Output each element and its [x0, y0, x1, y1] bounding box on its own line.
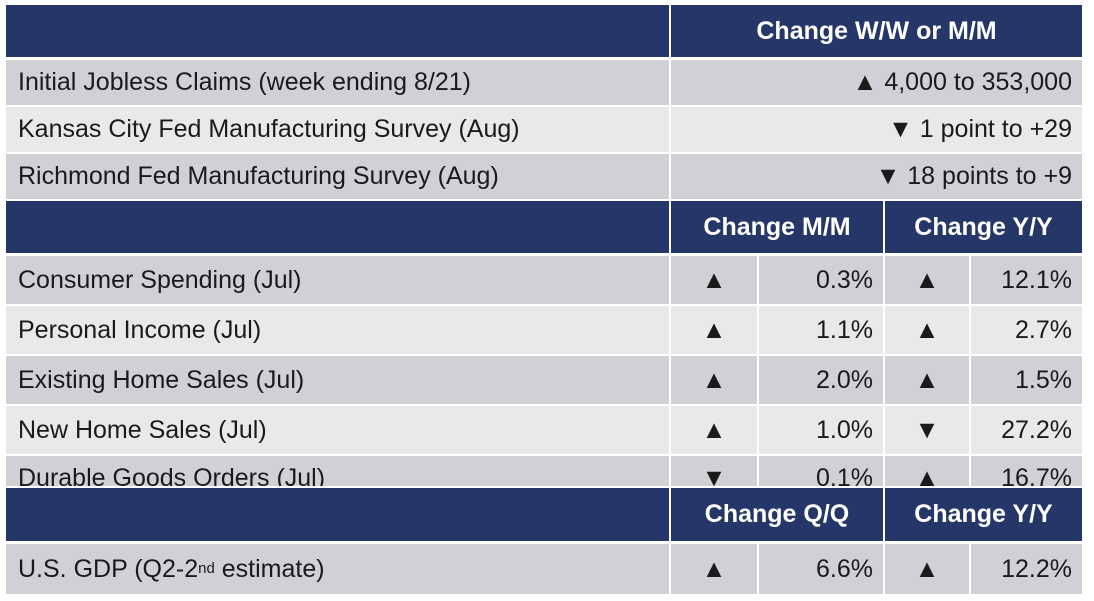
table-row: New Home Sales (Jul) ▲ 1.0% ▼ 27.2% — [6, 406, 1082, 454]
indicator-label: Existing Home Sales (Jul) — [6, 356, 669, 404]
yy-arrow-icon: ▲ — [885, 456, 969, 486]
yy-value: 16.7% — [971, 456, 1082, 486]
header-change-qq: Change Q/Q — [671, 488, 883, 541]
header-row-weekly: Change W/W or M/M — [6, 5, 1082, 57]
mm-value: 1.1% — [759, 306, 883, 354]
qq-value: 6.6% — [759, 544, 883, 594]
yy-value: 27.2% — [971, 406, 1082, 454]
mm-arrow-icon: ▲ — [671, 406, 757, 454]
qq-arrow-icon: ▲ — [671, 544, 757, 594]
yy-value: 2.7% — [971, 306, 1082, 354]
table-row: Personal Income (Jul) ▲ 1.1% ▲ 2.7% — [6, 306, 1082, 354]
yy-arrow-icon: ▲ — [885, 256, 969, 304]
mm-value: 2.0% — [759, 356, 883, 404]
gdp-label-suffix: estimate) — [214, 554, 325, 583]
mm-arrow-icon: ▼ — [671, 456, 757, 486]
header-blank-cell — [6, 201, 669, 253]
yy-value: 1.5% — [971, 356, 1082, 404]
header-blank-cell — [6, 488, 669, 541]
indicator-label: Consumer Spending (Jul) — [6, 256, 669, 304]
table-row: Kansas City Fed Manufacturing Survey (Au… — [6, 107, 1082, 152]
indicator-label: Richmond Fed Manufacturing Survey (Aug) — [6, 154, 669, 199]
header-change-yy: Change Y/Y — [885, 488, 1082, 541]
mm-arrow-icon: ▲ — [671, 356, 757, 404]
mm-value: 0.3% — [759, 256, 883, 304]
indicator-label: U.S. GDP (Q2-2 nd estimate) — [6, 544, 669, 594]
gdp-label-prefix: U.S. GDP (Q2-2 — [18, 554, 199, 583]
header-row-quarterly: Change Q/Q Change Y/Y — [6, 488, 1082, 541]
mm-arrow-icon: ▲ — [671, 306, 757, 354]
table-row: Richmond Fed Manufacturing Survey (Aug) … — [6, 154, 1082, 199]
yy-arrow-icon: ▼ — [885, 406, 969, 454]
header-change-ww-mm: Change W/W or M/M — [671, 5, 1082, 57]
yy-arrow-icon: ▲ — [885, 356, 969, 404]
table-row: Existing Home Sales (Jul) ▲ 2.0% ▲ 1.5% — [6, 356, 1082, 404]
mm-value: 0.1% — [759, 456, 883, 486]
indicator-label: Personal Income (Jul) — [6, 306, 669, 354]
indicator-change: ▼ 18 points to +9 — [671, 154, 1082, 199]
yy-arrow-icon: ▲ — [885, 306, 969, 354]
indicator-change: ▲ 4,000 to 353,000 — [671, 60, 1082, 105]
table-row: Consumer Spending (Jul) ▲ 0.3% ▲ 12.1% — [6, 256, 1082, 304]
yy-value: 12.1% — [971, 256, 1082, 304]
indicator-change: ▼ 1 point to +29 — [671, 107, 1082, 152]
indicator-label: New Home Sales (Jul) — [6, 406, 669, 454]
header-row-monthly: Change M/M Change Y/Y — [6, 201, 1082, 253]
mm-value: 1.0% — [759, 406, 883, 454]
indicator-label: Initial Jobless Claims (week ending 8/21… — [6, 60, 669, 105]
indicator-label: Kansas City Fed Manufacturing Survey (Au… — [6, 107, 669, 152]
header-blank-cell — [6, 5, 669, 57]
indicator-label: Durable Goods Orders (Jul) — [6, 456, 669, 486]
yy-arrow-icon: ▲ — [885, 544, 969, 594]
table-row: U.S. GDP (Q2-2 nd estimate) ▲ 6.6% ▲ 12.2… — [6, 544, 1082, 594]
table-row: Initial Jobless Claims (week ending 8/21… — [6, 60, 1082, 105]
mm-arrow-icon: ▲ — [671, 256, 757, 304]
header-change-yy: Change Y/Y — [885, 201, 1082, 253]
header-change-mm: Change M/M — [671, 201, 883, 253]
table-row: Durable Goods Orders (Jul) ▼ 0.1% ▲ 16.7… — [6, 456, 1082, 486]
yy-value: 12.2% — [971, 544, 1082, 594]
